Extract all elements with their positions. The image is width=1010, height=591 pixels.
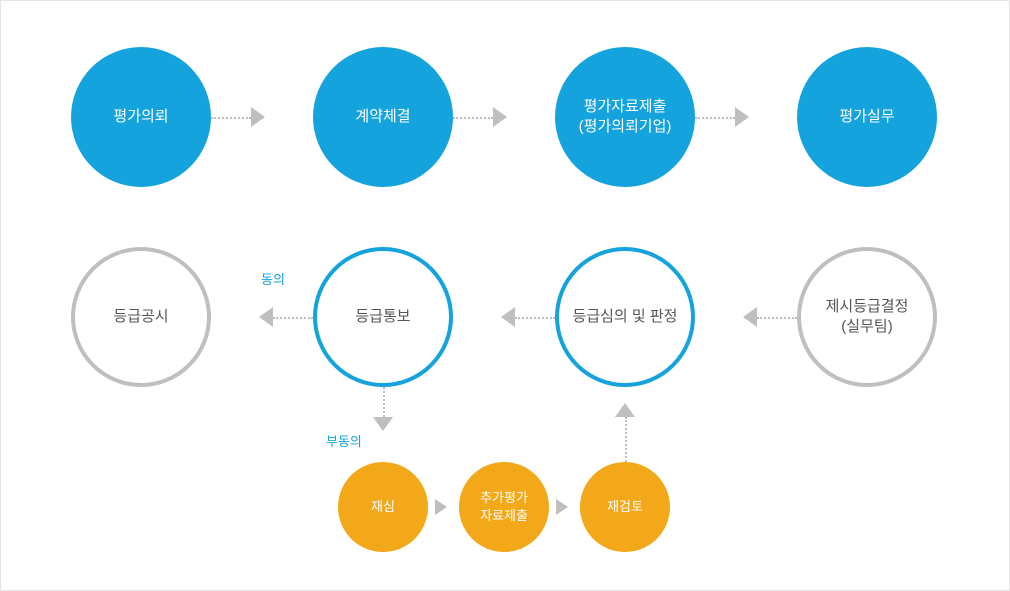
node-reexamine: 재검토: [580, 462, 670, 552]
node-label: 추가평가자료제출: [480, 489, 528, 524]
flowchart-canvas: 평가의뢰 계약체결 평가자료제출(평가의뢰기업) 평가실무 등급공시 등급통보 …: [0, 0, 1010, 591]
node-label: 등급심의 및 판정: [573, 307, 678, 327]
node-label: 재검토: [607, 498, 643, 516]
node-label: 평가자료제출(평가의뢰기업): [579, 97, 672, 138]
node-label: 평가실무: [839, 107, 894, 127]
arrow-down-icon: [373, 417, 393, 431]
edge-line: [273, 317, 313, 319]
node-notify: 등급통보: [313, 247, 453, 387]
node-evaluation: 평가실무: [797, 47, 937, 187]
node-review: 등급심의 및 판정: [555, 247, 695, 387]
node-submit-docs: 평가자료제출(평가의뢰기업): [555, 47, 695, 187]
edge-line: [757, 317, 797, 319]
arrow-right-icon: [556, 499, 568, 515]
arrow-right-icon: [735, 107, 749, 127]
node-label: 계약체결: [355, 107, 410, 127]
arrow-left-icon: [259, 307, 273, 327]
node-label: 등급통보: [355, 307, 410, 327]
node-label: 재심: [371, 498, 395, 516]
node-label: 제시등급결정(실무팀): [826, 297, 909, 338]
arrow-right-icon: [435, 499, 447, 515]
node-label: 평가의뢰: [113, 107, 168, 127]
arrow-right-icon: [493, 107, 507, 127]
arrow-right-icon: [251, 107, 265, 127]
edge-line: [625, 417, 627, 462]
node-decide: 제시등급결정(실무팀): [797, 247, 937, 387]
node-request: 평가의뢰: [71, 47, 211, 187]
edge-line: [695, 117, 735, 119]
edge-line: [383, 387, 385, 417]
arrow-left-icon: [743, 307, 757, 327]
edge-label-disagree: 부동의: [326, 431, 362, 450]
arrow-up-icon: [615, 403, 635, 417]
node-contract: 계약체결: [313, 47, 453, 187]
node-publish: 등급공시: [71, 247, 211, 387]
node-label: 등급공시: [113, 307, 168, 327]
node-retrial: 재심: [338, 462, 428, 552]
edge-line: [515, 317, 555, 319]
edge-label-agree: 동의: [261, 269, 285, 288]
edge-line: [453, 117, 493, 119]
node-addl-docs: 추가평가자료제출: [459, 462, 549, 552]
arrow-left-icon: [501, 307, 515, 327]
edge-line: [211, 117, 251, 119]
